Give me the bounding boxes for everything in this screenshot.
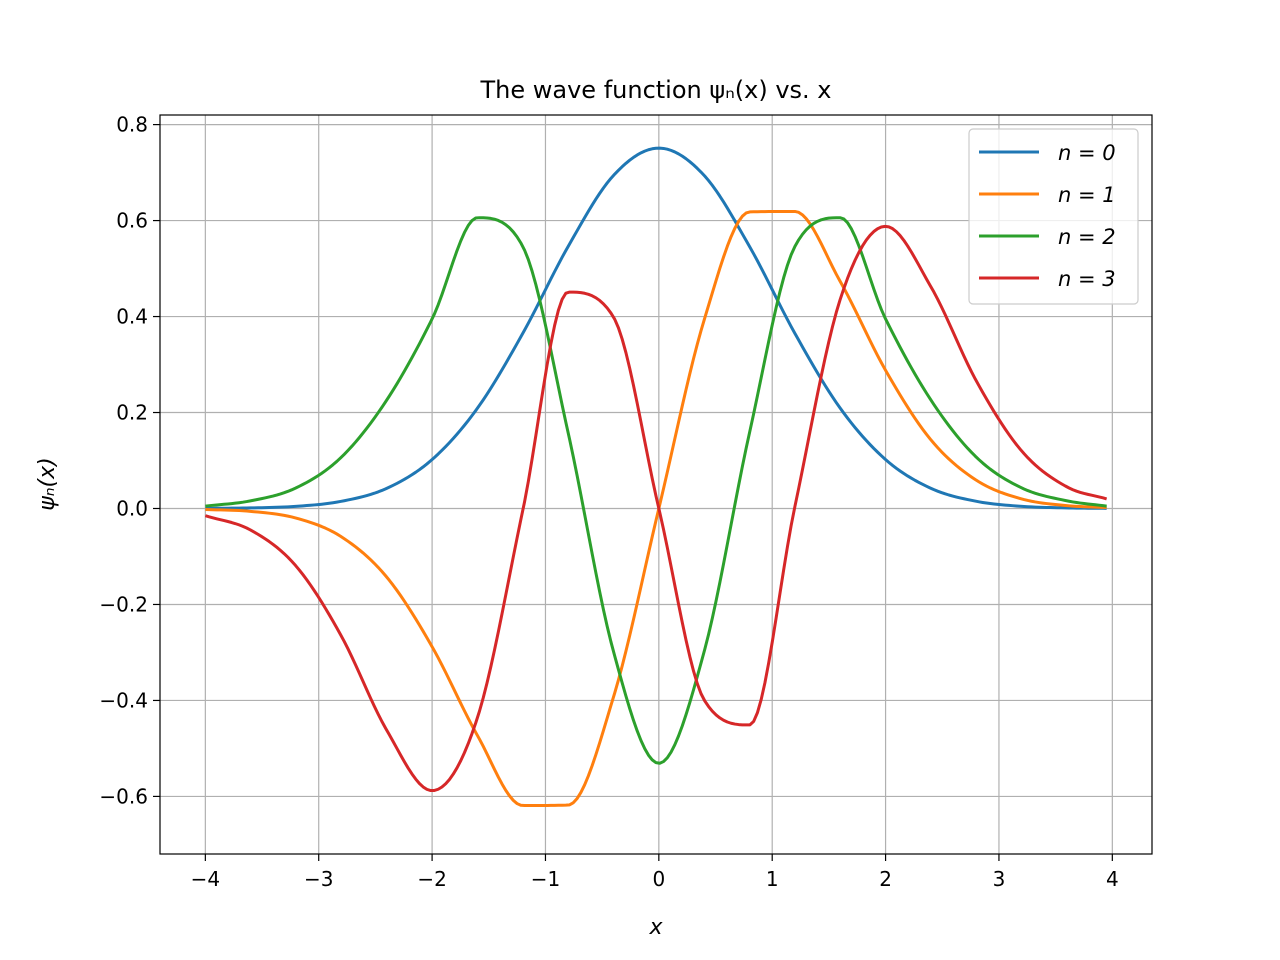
x-tick-label: 4 (1106, 867, 1119, 891)
y-tick-label: −0.4 (99, 688, 148, 712)
x-tick-label: −1 (531, 867, 560, 891)
x-tick-label: −4 (191, 867, 220, 891)
y-tick-label: 0.2 (116, 401, 148, 425)
plot-lines (204, 146, 1108, 808)
y-tick-label: −0.2 (99, 592, 148, 616)
y-tick-label: 0.8 (116, 113, 148, 137)
legend-label-n1: n = 1 (1058, 183, 1116, 207)
legend-label-n0: n = 0 (1058, 141, 1116, 165)
legend: n = 0 n = 1 n = 2 n = 3 (968, 128, 1139, 305)
legend-label-n2: n = 2 (1058, 225, 1116, 249)
y-tick-label: 0.4 (116, 305, 148, 329)
x-tick-label: 3 (993, 867, 1006, 891)
x-tick-label: −2 (417, 867, 446, 891)
legend-entries: n = 0 n = 1 n = 2 n = 3 (979, 141, 1116, 291)
x-axis-label: x (648, 915, 663, 940)
axis-ticks: −4 −3 −2 −1 0 1 2 3 4 −0.6 −0.4 −0.2 0.0 0.2 0.4 0.6 0.8 (99, 113, 1118, 891)
chart-title: The wave function ψₙ(x) vs. x (480, 76, 832, 104)
legend-label-n3: n = 3 (1058, 267, 1116, 291)
y-tick-label: 0.0 (116, 496, 148, 520)
y-tick-label: −0.6 (99, 784, 148, 808)
x-tick-label: 2 (879, 867, 892, 891)
y-tick-label: 0.6 (116, 209, 148, 233)
series-line-n3 (204, 224, 1108, 793)
series-line-n1 (205, 209, 1107, 808)
y-axis-label: ψₙ(x) (35, 457, 60, 510)
series-line-n2 (205, 216, 1107, 765)
x-tick-label: 0 (652, 867, 665, 891)
x-tick-label: 1 (766, 867, 779, 891)
plot-frame (159, 114, 1153, 855)
legend-box (968, 128, 1139, 305)
x-tick-label: −3 (304, 867, 333, 891)
series-line-n0 (205, 146, 1107, 510)
